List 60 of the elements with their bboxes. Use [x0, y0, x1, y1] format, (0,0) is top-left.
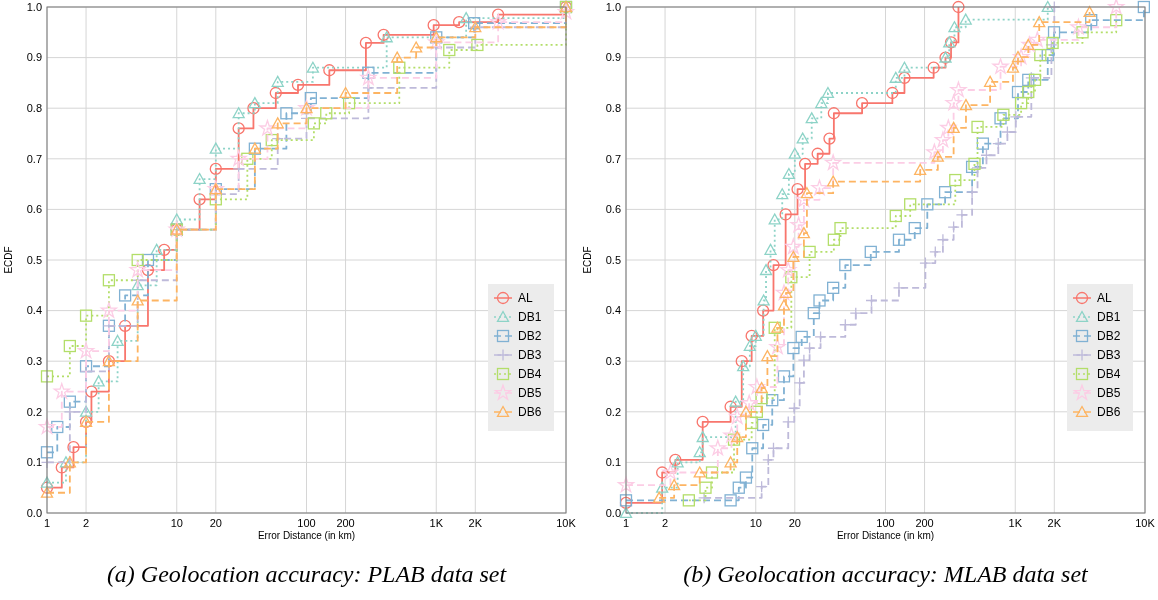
x-tick-label: 100	[297, 517, 316, 529]
x-tick-label: 10	[749, 517, 762, 529]
y-tick-label: 0.3	[605, 355, 621, 368]
y-tick-label: 0.8	[605, 102, 621, 115]
legend-label: DB4	[518, 367, 542, 382]
x-tick-label: 100	[876, 517, 895, 529]
y-tick-label: 1.0	[605, 0, 621, 13]
y-tick-label: 0.5	[26, 253, 42, 266]
y-tick-label: 0.4	[26, 304, 42, 317]
legend-label: DB4	[1097, 367, 1121, 382]
legend-label: DB3	[518, 348, 542, 363]
y-tick-label: 0.1	[26, 456, 42, 469]
legend-label: DB5	[518, 386, 542, 401]
x-tick-label: 20	[788, 517, 801, 529]
y-tick-label: 0.0	[605, 506, 621, 519]
legend-label: DB1	[1097, 310, 1121, 325]
legend-label: DB5	[1097, 386, 1121, 401]
y-tick-label: 0.0	[26, 506, 42, 519]
x-tick-label: 1	[43, 517, 51, 529]
y-tick-label: 0.3	[26, 355, 42, 368]
text: (a) Geolocation accuracy: PLAB data set	[106, 561, 508, 587]
y-tick-label: 0.6	[605, 203, 621, 216]
x-tick-label: 200	[915, 517, 934, 529]
y-axis-title: ECDF	[582, 246, 593, 274]
y-axis-title: ECDF	[3, 246, 14, 274]
legend-label: DB3	[1097, 348, 1121, 363]
text: (b) Geolocation accuracy: MLAB data set	[683, 561, 1090, 587]
x-axis-title: Error Distance (in km)	[836, 530, 935, 541]
y-tick-label: 0.9	[605, 51, 621, 64]
y-tick-label: 0.2	[26, 405, 42, 418]
y-tick-label: 0.7	[26, 152, 42, 165]
y-tick-label: 0.2	[605, 405, 621, 418]
y-tick-label: 0.6	[26, 203, 42, 216]
legend-label: AL	[1097, 291, 1112, 306]
x-tick-label: 2K	[468, 517, 483, 529]
x-tick-label: 2	[83, 517, 90, 529]
x-tick-label: 10K	[1135, 517, 1156, 529]
x-tick-label: 1	[622, 517, 630, 529]
y-tick-label: 0.8	[26, 102, 42, 115]
x-tick-label: 20	[209, 517, 222, 529]
legend-label: DB2	[1097, 329, 1121, 344]
x-axis-title: Error Distance (in km)	[257, 530, 356, 541]
legend-label: AL	[518, 291, 533, 306]
y-tick-label: 0.5	[605, 253, 621, 266]
y-tick-label: 0.4	[605, 304, 621, 317]
x-tick-label: 200	[336, 517, 355, 529]
y-tick-label: 0.1	[605, 456, 621, 469]
x-tick-label: 10	[170, 517, 183, 529]
y-tick-label: 1.0	[26, 0, 42, 13]
x-tick-label: 1K	[1008, 517, 1023, 529]
x-tick-label: 10K	[556, 517, 577, 529]
x-tick-label: 1K	[429, 517, 444, 529]
legend-label: DB6	[518, 405, 542, 420]
y-tick-label: 0.7	[605, 152, 621, 165]
legend-label: DB2	[518, 329, 542, 344]
y-tick-label: 0.9	[26, 51, 42, 64]
legend-label: DB1	[518, 310, 542, 325]
x-tick-label: 2	[662, 517, 669, 529]
x-tick-label: 2K	[1047, 517, 1062, 529]
legend-label: DB6	[1097, 405, 1121, 420]
